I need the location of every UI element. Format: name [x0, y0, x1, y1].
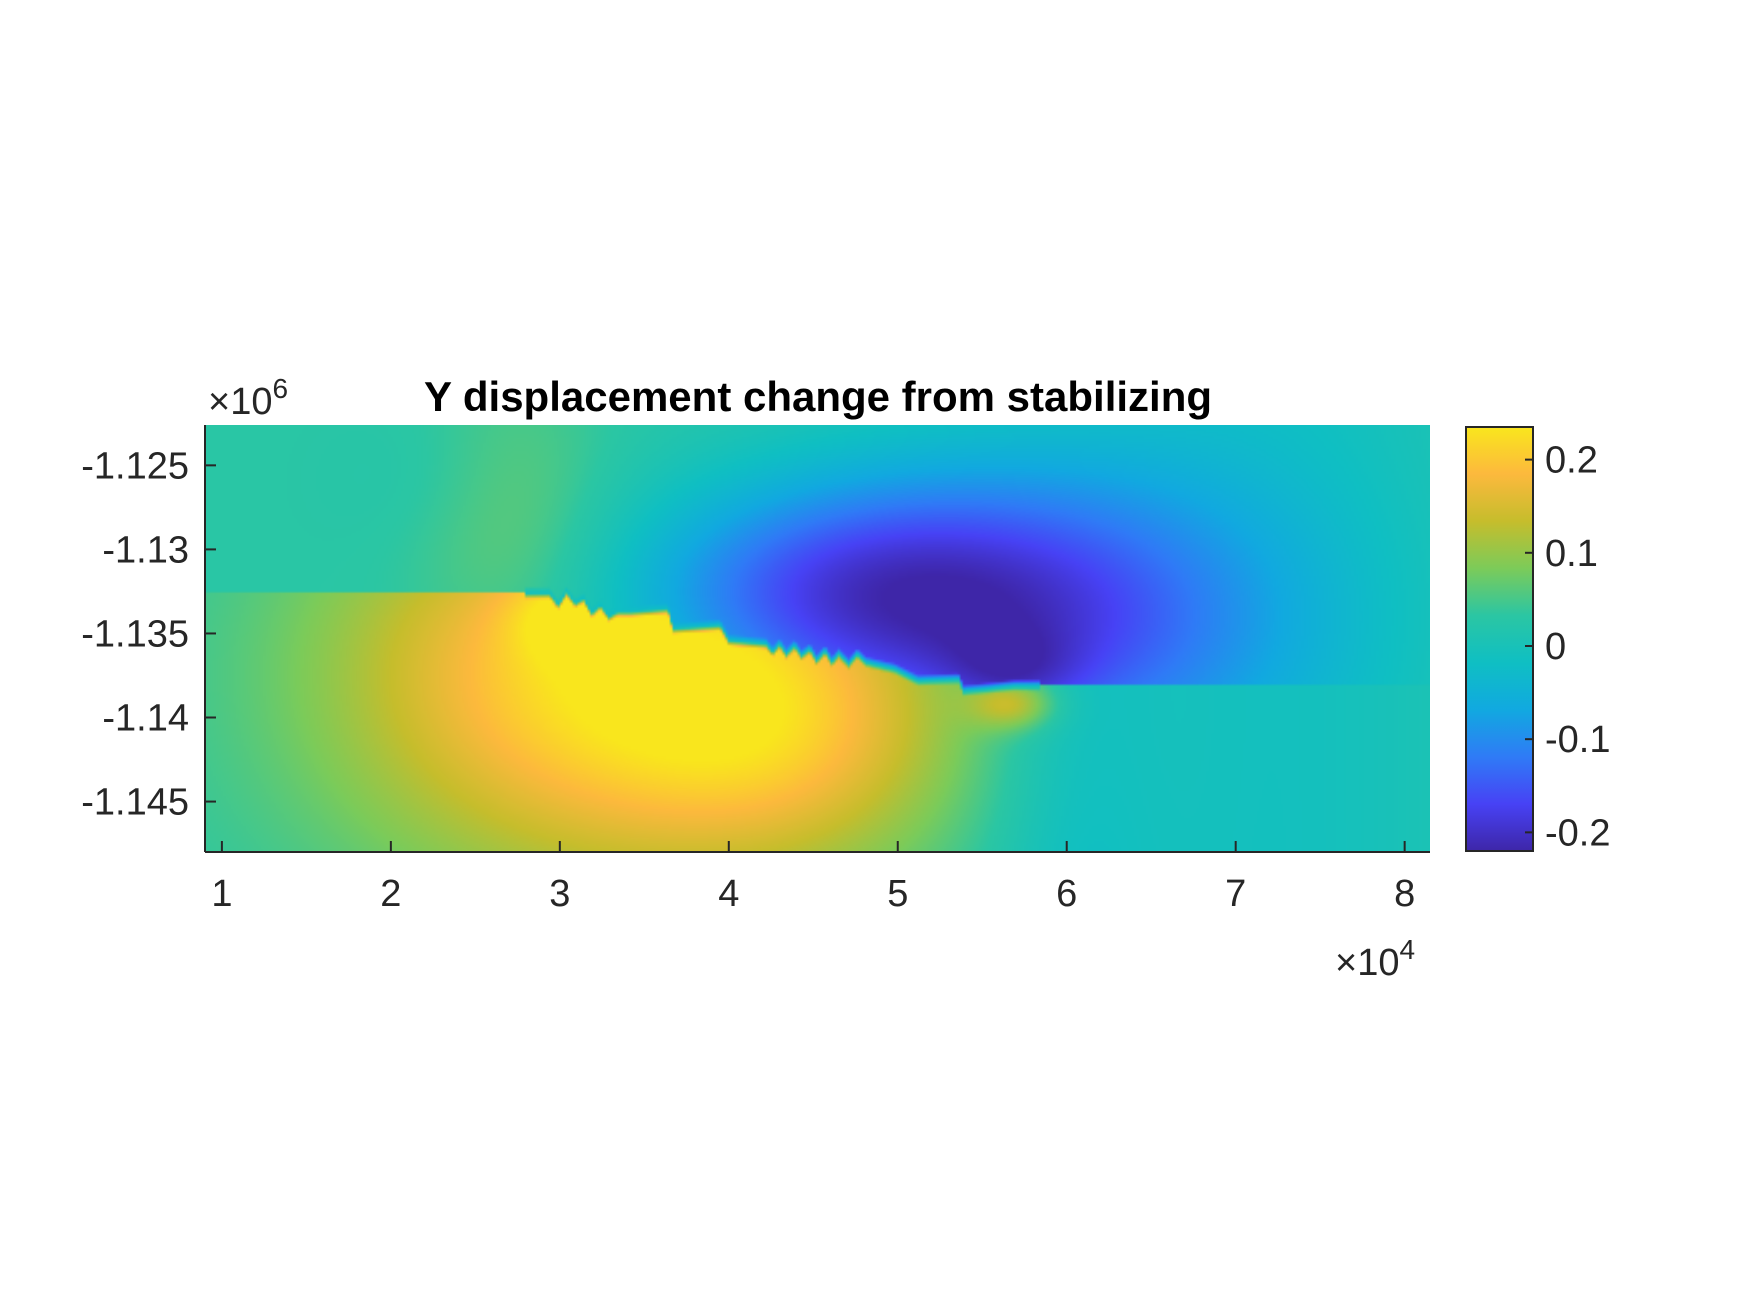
colorbar-frame [1465, 426, 1534, 852]
x-tick-label: 7 [1225, 873, 1246, 915]
x-tick-label: 2 [380, 873, 401, 915]
x-tick-label: 4 [718, 873, 739, 915]
colorbar-tick-label: 0.1 [1545, 533, 1598, 575]
colorbar-tick-label: 0 [1545, 626, 1566, 668]
y-tick-label: -1.14 [102, 698, 189, 740]
y-axis-exponent: ×106 [208, 373, 288, 423]
x-axis-exponent: ×104 [1335, 934, 1415, 984]
x-tick-label: 3 [549, 873, 570, 915]
y-tick-label: -1.125 [81, 445, 189, 487]
colorbar-tick-label: 0.2 [1545, 440, 1598, 482]
colorbar-ticks: 0.2 0.1 0 -0.1 -0.2 [1525, 440, 1610, 854]
x-axis: 1 2 3 4 5 6 7 8 [205, 841, 1430, 915]
colorbar-tick-label: -0.1 [1545, 719, 1610, 761]
y-axis: -1.125 -1.13 -1.135 -1.14 -1.145 [81, 425, 216, 852]
heatmap-image [205, 425, 1430, 852]
colorbar-fill [1466, 427, 1533, 851]
y-tick-label: -1.13 [102, 529, 189, 571]
colorbar-tick-label: -0.2 [1545, 812, 1610, 854]
chart-title: Y displacement change from stabilizing [424, 373, 1212, 420]
y-tick-label: -1.145 [81, 782, 189, 824]
x-tick-label: 5 [887, 873, 908, 915]
colorbar: 0.2 0.1 0 -0.1 -0.2 [1465, 426, 1610, 854]
x-tick-label: 8 [1394, 873, 1415, 915]
y-tick-label: -1.135 [81, 613, 189, 655]
heatmap-plot-area [205, 425, 1430, 852]
x-tick-label: 1 [211, 873, 232, 915]
x-tick-label: 6 [1056, 873, 1077, 915]
